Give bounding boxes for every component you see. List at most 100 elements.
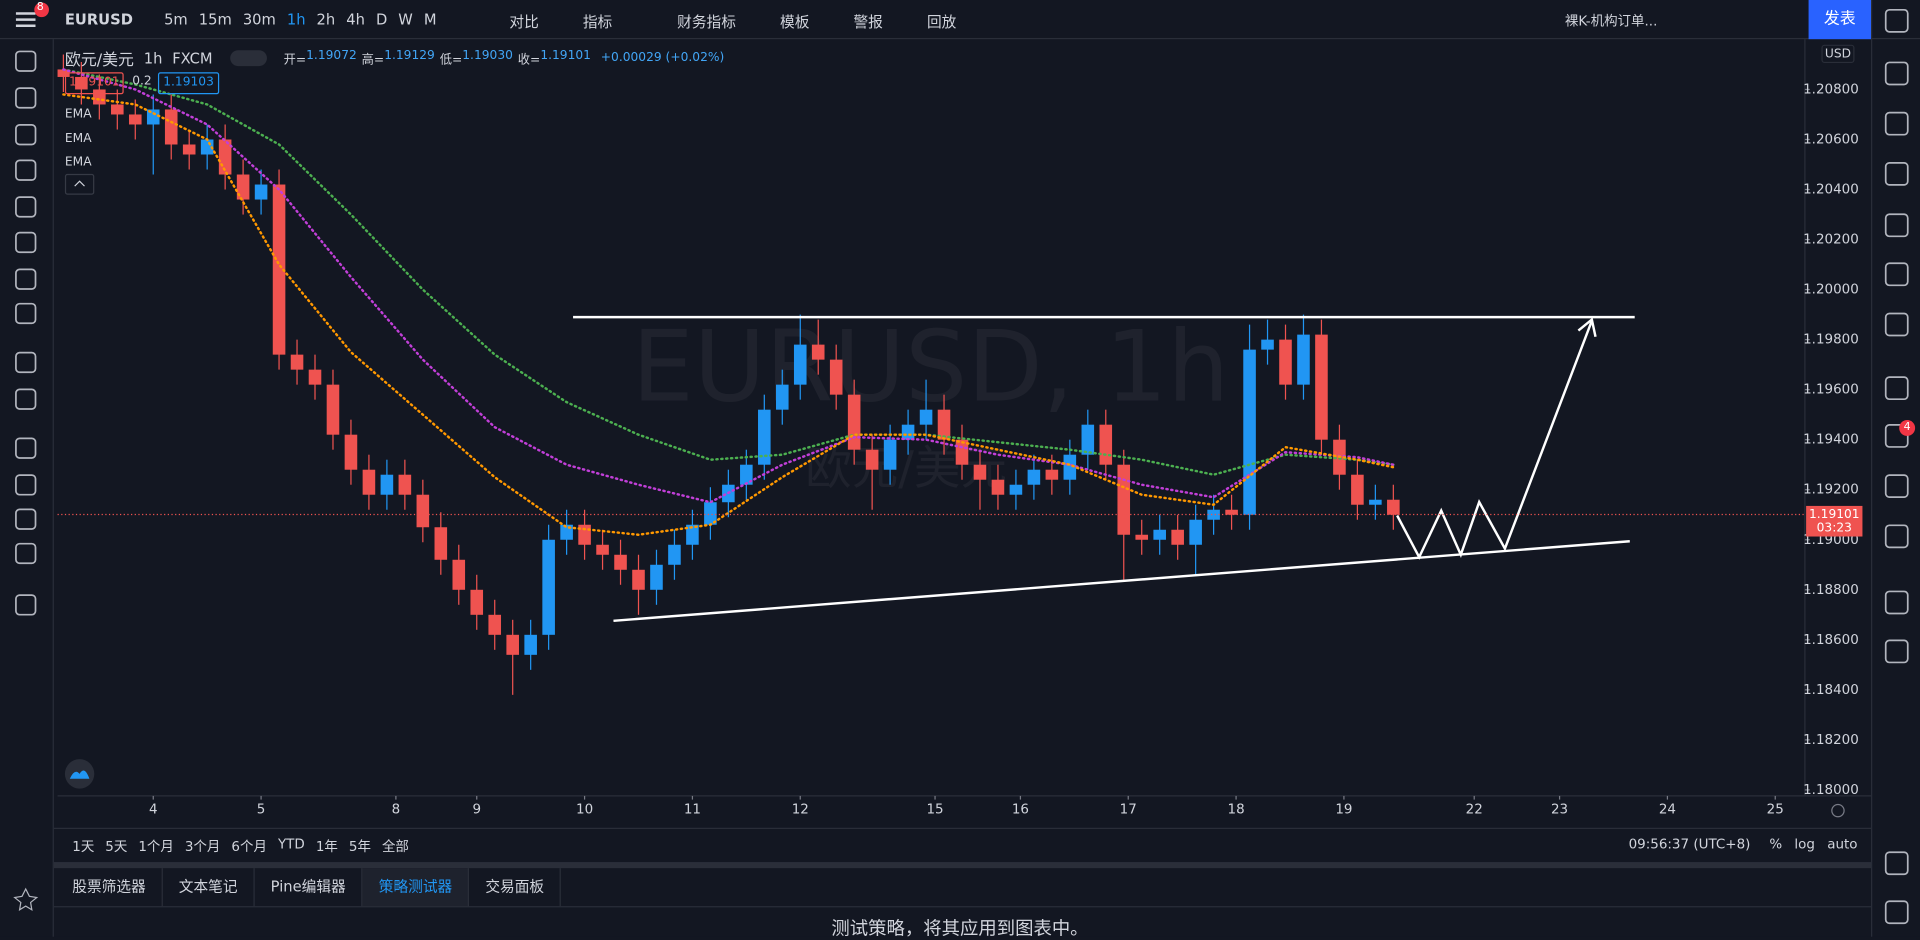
sidebar-icon[interactable] xyxy=(1884,213,1909,238)
panel-tab[interactable]: 股票筛选器 xyxy=(56,868,163,907)
publish-button[interactable]: 发表 xyxy=(1808,0,1872,40)
sidebar-icon[interactable] xyxy=(1884,262,1909,287)
interval-button[interactable]: 1h xyxy=(286,11,306,29)
right-toolbar xyxy=(1884,8,1909,925)
interval-button[interactable]: 4h xyxy=(346,11,365,29)
tool-icon[interactable] xyxy=(15,302,37,325)
sidebar-icon[interactable] xyxy=(1884,900,1909,925)
toolbar-button[interactable]: 警报 xyxy=(853,13,883,31)
tool-icon[interactable] xyxy=(15,437,37,459)
sidebar-icon[interactable] xyxy=(1884,8,1909,33)
candle-body xyxy=(1063,454,1077,480)
candle-body xyxy=(1315,334,1328,440)
indicator-label[interactable]: EMA xyxy=(64,155,92,169)
toolbar-button[interactable]: 对比 xyxy=(509,13,539,31)
interval-button[interactable]: 5m xyxy=(164,11,188,29)
panel-message: 测试策略，将其应用到图表中。 xyxy=(831,917,1089,940)
range-button[interactable]: YTD xyxy=(277,836,305,853)
ask-box[interactable]: 1.19103 xyxy=(157,72,220,95)
toolbar-button[interactable]: 财务指标 xyxy=(677,13,736,31)
range-button[interactable]: 全部 xyxy=(381,838,409,855)
candle-body xyxy=(704,502,717,525)
left-toolbar xyxy=(13,50,39,912)
sidebar-icon[interactable] xyxy=(1884,376,1909,401)
range-button[interactable]: 5年 xyxy=(348,838,371,855)
indicator-label[interactable]: EMA xyxy=(64,131,92,146)
interval-button[interactable]: 15m xyxy=(198,11,232,29)
interval-button[interactable]: 2h xyxy=(316,11,336,29)
tool-icon[interactable] xyxy=(15,388,37,410)
interval-button[interactable]: M xyxy=(423,11,437,29)
tool-icon[interactable] xyxy=(15,542,37,565)
tool-icon[interactable] xyxy=(15,159,37,181)
divider xyxy=(1871,0,1873,937)
tool-icon[interactable] xyxy=(15,87,37,109)
x-tick-label: 22 xyxy=(1466,802,1483,817)
tool-icon[interactable] xyxy=(15,351,37,374)
sidebar-icon[interactable] xyxy=(1884,111,1909,136)
y-tick-label: 1.20400 xyxy=(1803,183,1859,198)
menu-button[interactable]: 8 xyxy=(0,0,51,39)
range-button[interactable]: 1年 xyxy=(315,838,338,855)
ohlc: 开= 1.19072 高= 1.19129 低= 1.19030 收= 1.19101 xyxy=(284,49,591,67)
symbol[interactable]: EURUSD xyxy=(64,11,133,29)
sidebar-icon[interactable] xyxy=(1884,851,1909,876)
ohlc-value: 1.19072 xyxy=(306,48,357,63)
scale-option[interactable]: log xyxy=(1794,836,1815,853)
ohlc-value: 1.19030 xyxy=(462,48,513,63)
status-toggle[interactable] xyxy=(229,50,267,67)
x-tick-label: 18 xyxy=(1228,802,1245,817)
y-tick-label: 1.20000 xyxy=(1803,283,1859,298)
tool-icon[interactable] xyxy=(15,50,37,72)
panel-tab[interactable]: 文本笔记 xyxy=(163,868,255,907)
panel-tab[interactable]: 交易面板 xyxy=(469,868,562,907)
tool-icon[interactable] xyxy=(15,196,37,218)
x-tick-label: 23 xyxy=(1551,802,1568,817)
collapse-button[interactable] xyxy=(64,173,95,195)
sidebar-icon[interactable] xyxy=(1884,639,1909,664)
tool-icon[interactable] xyxy=(15,124,37,146)
intervals: 5m 15m 30m 1h 2h 4h D W M xyxy=(164,11,436,28)
candle-body xyxy=(1207,509,1220,520)
sidebar-icon[interactable] xyxy=(1884,162,1909,186)
interval-button[interactable]: W xyxy=(398,11,413,29)
range-button[interactable]: 1天 xyxy=(72,838,95,855)
sidebar-icon[interactable] xyxy=(1884,61,1909,86)
layout-name[interactable]: 裸K-机构订单... xyxy=(1564,13,1658,30)
toolbar-button[interactable]: 模板 xyxy=(780,13,810,31)
sidebar-icon[interactable] xyxy=(1884,524,1909,549)
sidebar-icon[interactable] xyxy=(1884,474,1909,499)
settings-icon[interactable] xyxy=(1831,803,1845,818)
interval-button[interactable]: 30m xyxy=(242,11,276,29)
bid-box[interactable]: 1.19101 xyxy=(64,72,124,95)
range-button[interactable]: 1个月 xyxy=(138,838,174,855)
range-button[interactable]: 3个月 xyxy=(184,838,221,855)
tool-icon[interactable] xyxy=(15,231,37,254)
logo-mark xyxy=(69,770,90,779)
panel-tab[interactable]: 策略测试器 xyxy=(362,868,470,907)
scale-option[interactable]: % xyxy=(1769,836,1783,853)
y-tick-label: 1.20800 xyxy=(1803,82,1859,97)
range-button[interactable]: 6个月 xyxy=(231,838,267,855)
tool-icon[interactable] xyxy=(15,594,37,616)
toolbar-button[interactable]: 指标 xyxy=(582,13,613,31)
tool-icon[interactable] xyxy=(15,268,37,290)
tool-icon[interactable] xyxy=(15,508,37,530)
sidebar-icon[interactable] xyxy=(1884,312,1909,337)
sidebar-icon[interactable] xyxy=(1884,590,1909,615)
tool-icon[interactable] xyxy=(15,474,37,496)
y-tick-label: 1.19200 xyxy=(1803,483,1859,498)
range-button[interactable]: 5天 xyxy=(105,838,128,855)
sidebar-icon[interactable] xyxy=(1884,424,1909,448)
panel-tab[interactable]: Pine编辑器 xyxy=(255,868,363,907)
sidebar-badge: 4 xyxy=(1899,420,1916,436)
interval-button[interactable]: D xyxy=(375,11,388,29)
indicator-label[interactable]: EMA xyxy=(64,107,92,122)
last-price-label: 1.19101 xyxy=(1809,507,1860,521)
legend-interval: 1h xyxy=(143,49,163,67)
candle-body xyxy=(865,449,879,470)
scale-option[interactable]: auto xyxy=(1827,836,1858,853)
favorites-icon[interactable] xyxy=(13,887,39,912)
toolbar-button[interactable]: 回放 xyxy=(926,13,957,31)
y-tick-label: 1.18400 xyxy=(1803,683,1859,698)
